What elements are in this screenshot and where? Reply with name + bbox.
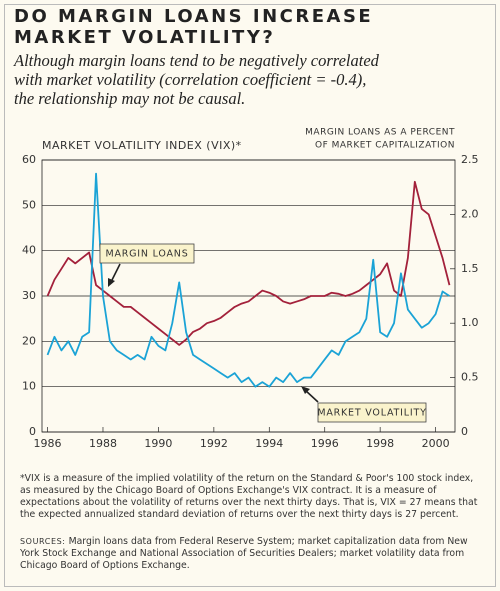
title-line: DO MARGIN LOANS INCREASE (14, 6, 374, 27)
x-tick-label: 1994 (255, 437, 283, 450)
x-tick-label: 1986 (34, 437, 62, 450)
y2-tick-label: 2.5 (461, 153, 479, 166)
y-tick-label: 40 (22, 244, 36, 257)
title-line: MARKET VOLATILITY? (14, 27, 276, 48)
x-tick-label: 1992 (200, 437, 228, 450)
arrow (304, 389, 319, 403)
sources: SOURCES: Margin loans data from Federal … (20, 536, 482, 572)
label-box (317, 402, 427, 423)
y-tick-label: 20 (22, 334, 36, 347)
y-tick-label: 0 (29, 425, 36, 438)
data-line (46, 172, 450, 388)
y2-tick-label: 2.0 (461, 207, 479, 220)
sources-text: Margin loans data from Federal Reserve S… (20, 536, 468, 571)
y2-tick-label: 0.5 (461, 371, 479, 384)
y-tick-label: 10 (22, 380, 36, 393)
series-label: MARGIN LOANS (105, 249, 188, 260)
y2-tick-label: 1.5 (461, 262, 479, 275)
x-tick-label: 1998 (366, 437, 394, 450)
arrow-head (108, 278, 115, 287)
y-tick-label: 30 (22, 289, 36, 302)
plot-frame (41, 159, 456, 433)
label-box (99, 243, 195, 264)
x-tick-label: 1988 (89, 437, 117, 450)
frame (4, 4, 496, 587)
sources-label: SOURCES: (20, 537, 66, 546)
subtitle-line: Although margin loans tend to be negativ… (14, 51, 379, 70)
x-tick-label: 2000 (422, 437, 450, 450)
subtitle-line: with market volatility (correlation coef… (14, 70, 367, 89)
arrow-head (301, 386, 310, 394)
y2-tick-label: 1.0 (461, 316, 479, 329)
y-tick-label: 60 (22, 153, 36, 166)
title: DO MARGIN LOANS INCREASE MARKET VOLATILIT… (14, 6, 373, 48)
series-label: MARKET VOLATILITY (317, 408, 426, 419)
x-tick-label: 1996 (311, 437, 339, 450)
y2-tick-label: 0 (461, 425, 468, 438)
y2-axis-title: MARGIN LOANS AS A PERCENT (305, 128, 455, 138)
arrow (110, 263, 121, 283)
x-tick-label: 1990 (144, 437, 172, 450)
footnote: *VIX is a measure of the implied volatil… (20, 473, 478, 520)
y2-axis-title: OF MARKET CAPITALIZATION (315, 141, 455, 151)
subtitle-line: the relationship may not be causal. (14, 89, 246, 108)
y-tick-label: 50 (22, 198, 36, 211)
data-line (46, 180, 451, 346)
subtitle: Although margin loans tend to be negativ… (14, 51, 379, 108)
y-axis-title: MARKET VOLATILITY INDEX (VIX)* (42, 139, 242, 152)
